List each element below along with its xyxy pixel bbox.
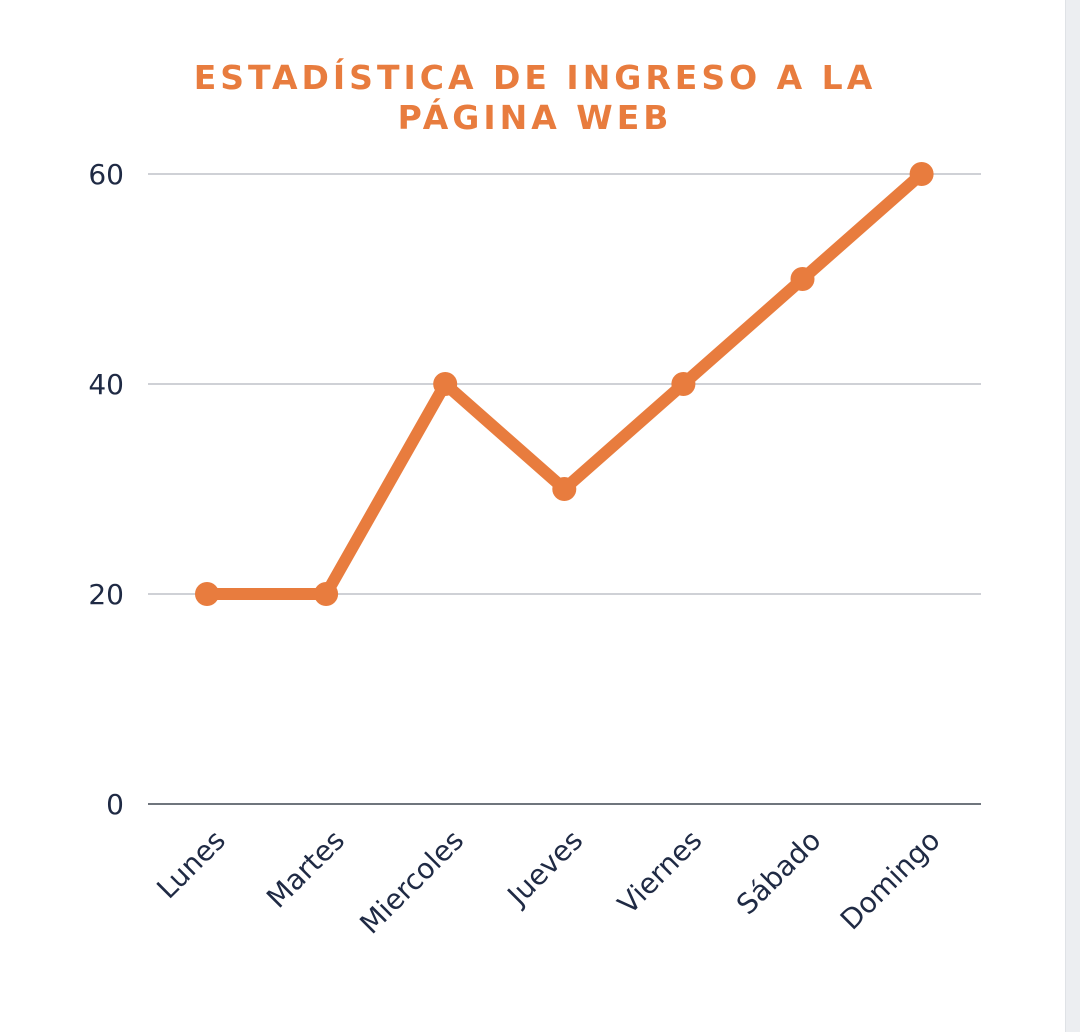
x-tick-label: Martes	[260, 824, 351, 915]
x-tick-label: Sábado	[730, 824, 827, 921]
y-tick-labels: 0 20 40 60	[88, 158, 124, 821]
data-point	[790, 267, 815, 291]
y-tick-label: 20	[88, 578, 124, 611]
x-tick-label: Miercoles	[353, 824, 470, 941]
x-tick-label: Viernes	[611, 824, 708, 921]
x-tick-labels: Lunes Martes Miercoles Jueves Viernes Sábado D…	[150, 824, 946, 941]
scrollbar-strip	[1065, 0, 1080, 1032]
x-tick-label: Domingo	[834, 824, 947, 937]
data-point	[433, 372, 458, 396]
data-point	[552, 477, 577, 501]
series-layer	[195, 162, 934, 606]
data-point	[671, 372, 696, 396]
y-tick-label: 60	[88, 158, 124, 191]
y-tick-label: 0	[106, 788, 124, 821]
data-point	[195, 582, 219, 606]
x-tick-label: Lunes	[150, 824, 232, 906]
x-tick-label: Jueves	[500, 824, 590, 914]
y-tick-label: 40	[88, 368, 124, 401]
chart-title: ESTADÍSTICA DE INGRESO A LA PÁGINA WEB	[193, 58, 877, 137]
data-point	[314, 582, 339, 606]
grid-lines	[148, 173, 981, 805]
data-point	[909, 162, 934, 186]
